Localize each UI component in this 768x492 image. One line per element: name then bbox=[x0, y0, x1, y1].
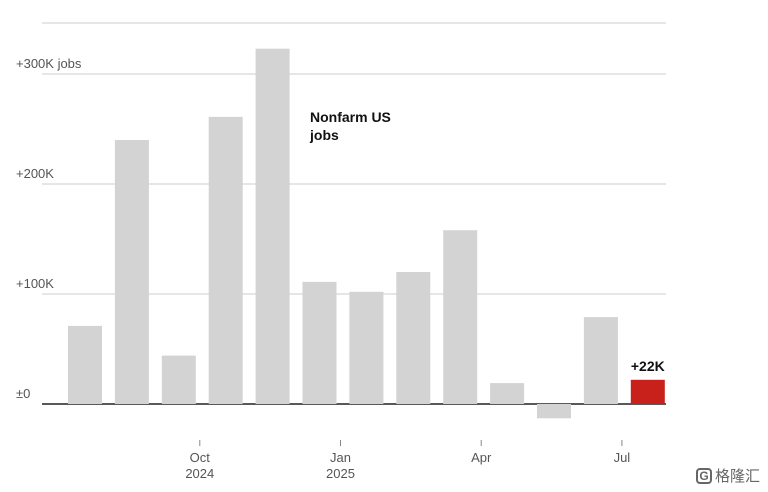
x-tick-sublabel: 2025 bbox=[326, 466, 355, 481]
y-tick-label: ±0 bbox=[16, 386, 30, 401]
g-logo-icon: G bbox=[695, 467, 712, 484]
bar bbox=[349, 291, 384, 404]
x-tick-sublabel: 2024 bbox=[185, 466, 214, 481]
bar bbox=[68, 325, 102, 404]
chart-annotation: Nonfarm US jobs bbox=[309, 109, 391, 143]
x-tick-label: Jul bbox=[614, 450, 631, 465]
bar bbox=[537, 404, 571, 419]
bars-layer bbox=[68, 48, 665, 419]
y-tick-label: +200K bbox=[16, 166, 54, 181]
bar bbox=[255, 48, 290, 404]
bar bbox=[443, 230, 478, 404]
watermark-text: 格隆汇 bbox=[714, 468, 760, 485]
y-tick-label: +300K jobs bbox=[16, 56, 82, 71]
x-tick-label: Jan bbox=[330, 450, 351, 465]
bar-highlight bbox=[630, 379, 665, 404]
watermark: G 格隆汇 bbox=[695, 465, 760, 486]
x-tick-label: Oct bbox=[190, 450, 211, 465]
bar bbox=[208, 116, 243, 405]
highlight-value-label: +22K bbox=[631, 358, 665, 374]
bar bbox=[161, 355, 196, 404]
x-tick-label: Apr bbox=[471, 450, 492, 465]
y-tick-label: +100K bbox=[16, 276, 54, 291]
bar bbox=[583, 317, 618, 404]
bar bbox=[114, 140, 149, 404]
bar bbox=[396, 272, 431, 404]
bar bbox=[490, 383, 525, 404]
bar bbox=[302, 281, 337, 404]
